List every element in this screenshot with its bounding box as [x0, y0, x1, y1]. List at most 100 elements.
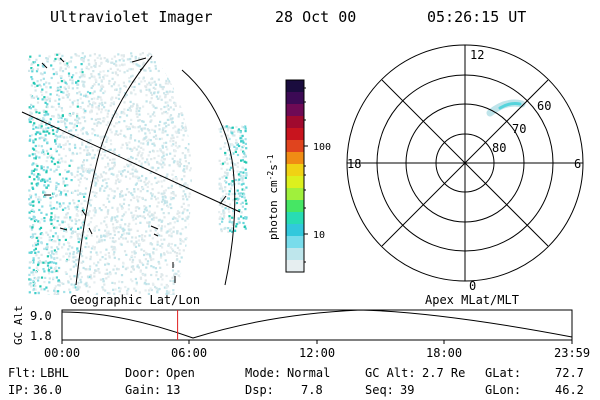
emission-pixel: [244, 176, 247, 179]
emission-pixel: [36, 243, 40, 246]
emission-pixel: [71, 260, 74, 263]
emission-pixel: [118, 280, 121, 283]
emission-pixel: [149, 83, 152, 86]
emission-pixel: [177, 131, 181, 134]
emission-pixel: [187, 110, 190, 113]
emission-pixel: [56, 237, 60, 240]
mlt-label-18: 18: [347, 157, 361, 171]
emission-pixel: [64, 184, 67, 187]
emission-pixel: [225, 168, 229, 171]
emission-pixel: [186, 253, 189, 257]
emission-pixel: [155, 137, 158, 140]
emission-pixel: [57, 279, 60, 282]
emission-pixel: [81, 132, 84, 135]
emission-pixel: [186, 53, 189, 56]
emission-pixel: [153, 61, 156, 64]
emission-pixel: [160, 208, 163, 211]
emission-pixel: [53, 162, 56, 166]
emission-pixel: [139, 142, 142, 145]
emission-pixel: [163, 92, 166, 95]
emission-pixel: [155, 274, 158, 277]
emission-pixel: [104, 263, 107, 266]
emission-pixel: [160, 238, 163, 241]
emission-pixel: [38, 221, 42, 224]
emission-pixel: [82, 170, 85, 173]
emission-pixel: [129, 134, 133, 137]
emission-pixel: [218, 203, 221, 206]
emission-pixel: [192, 71, 194, 73]
emission-pixel: [244, 199, 247, 202]
emission-pixel: [188, 100, 192, 103]
emission-pixel: [159, 62, 162, 65]
emission-pixel: [79, 177, 82, 180]
emission-pixel: [145, 209, 148, 212]
emission-pixel: [133, 188, 136, 191]
emission-pixel: [89, 204, 92, 207]
emission-pixel: [175, 82, 178, 85]
emission-pixel: [82, 266, 85, 270]
emission-pixel: [224, 207, 227, 210]
emission-pixel: [44, 261, 47, 264]
x-tick-2359: 23:59: [554, 346, 591, 360]
emission-pixel: [157, 78, 160, 81]
emission-pixel: [228, 157, 231, 160]
emission-pixel: [36, 264, 39, 268]
emission-pixel: [76, 247, 79, 250]
emission-pixel: [102, 70, 105, 73]
emission-pixel: [32, 261, 35, 264]
emission-pixel: [129, 258, 132, 261]
emission-pixel: [187, 52, 190, 55]
emission-pixel: [149, 255, 152, 258]
emission-pixel: [36, 84, 39, 87]
emission-pixel: [245, 217, 248, 220]
emission-pixel: [82, 57, 85, 60]
emission-pixel: [137, 57, 141, 60]
emission-pixel: [191, 257, 192, 260]
emission-pixel: [94, 63, 97, 66]
emission-pixel: [179, 237, 182, 241]
emission-pixel: [162, 161, 165, 164]
emission-pixel: [96, 235, 99, 238]
emission-pixel: [244, 216, 247, 219]
emission-pixel: [58, 223, 61, 226]
emission-pixel: [55, 269, 58, 272]
emission-pixel: [185, 244, 188, 247]
emission-pixel: [160, 234, 163, 237]
emission-pixel: [124, 136, 127, 139]
emission-pixel: [58, 239, 61, 242]
emission-pixel: [189, 249, 192, 252]
emission-pixel: [84, 268, 87, 271]
emission-pixel: [123, 134, 126, 137]
emission-pixel: [126, 170, 130, 173]
emission-pixel: [179, 239, 182, 242]
emission-pixel: [53, 170, 56, 173]
emission-pixel: [190, 215, 192, 219]
emission-pixel: [64, 128, 68, 131]
emission-pixel: [129, 60, 132, 64]
emission-pixel: [233, 163, 236, 166]
emission-pixel: [232, 209, 235, 213]
emission-pixel: [97, 106, 100, 109]
emission-pixel: [43, 139, 46, 142]
emission-pixel: [218, 128, 221, 131]
emission-pixel: [28, 251, 31, 254]
emission-pixel: [31, 153, 34, 156]
emission-pixel: [144, 281, 147, 284]
emission-pixel: [104, 253, 107, 256]
emission-pixel: [138, 160, 141, 163]
emission-pixel: [99, 153, 102, 156]
emission-pixel: [143, 217, 146, 220]
emission-pixel: [112, 101, 116, 104]
emission-pixel: [62, 243, 66, 246]
emission-pixel: [109, 272, 112, 275]
emission-pixel: [33, 249, 36, 252]
emission-pixel: [66, 190, 69, 193]
emission-pixel: [86, 234, 89, 237]
emission-pixel: [164, 53, 167, 57]
emission-pixel: [175, 272, 178, 276]
emission-pixel: [131, 258, 135, 261]
emission-pixel: [33, 61, 37, 64]
emission-pixel: [148, 131, 151, 135]
emission-pixel: [118, 237, 121, 240]
emission-pixel: [191, 196, 192, 199]
